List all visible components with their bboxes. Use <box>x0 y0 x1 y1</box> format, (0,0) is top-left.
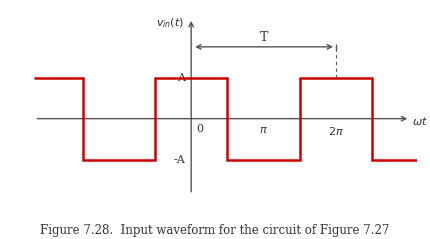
Text: -A: -A <box>174 155 185 165</box>
Text: $\pi$: $\pi$ <box>259 125 268 135</box>
Text: $2\pi$: $2\pi$ <box>328 125 344 137</box>
Text: $v_{in}(t)$: $v_{in}(t)$ <box>156 16 184 30</box>
Text: $\omega t$: $\omega t$ <box>412 115 429 127</box>
Text: Figure 7.28.  Input waveform for the circuit of Figure 7.27: Figure 7.28. Input waveform for the circ… <box>40 224 390 237</box>
Text: 0: 0 <box>196 124 203 134</box>
Text: A: A <box>178 73 185 83</box>
Text: T: T <box>260 31 268 43</box>
